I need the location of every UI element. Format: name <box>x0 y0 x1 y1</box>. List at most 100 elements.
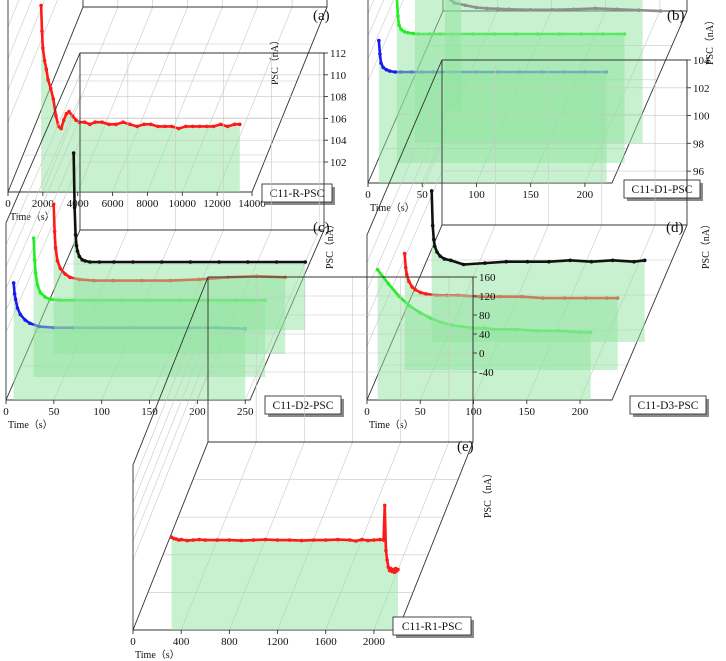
panel-label: (c) <box>313 220 330 236</box>
y-tick-label: 102 <box>693 83 710 95</box>
x-tick-labels: 0 50 100 150 200 250 <box>3 400 254 418</box>
data-point <box>63 272 67 276</box>
x-tick-label: 2000 <box>32 198 55 210</box>
y-tick-label: 100 <box>693 111 710 123</box>
data-point <box>483 261 487 265</box>
series-name-box: C11-R-PSC <box>261 183 335 205</box>
x-tick-label: 8000 <box>136 198 159 210</box>
data-point <box>463 3 468 8</box>
panel-d: 0 50 100 150 200 96 98 100 102 104 Time（s） PSC（nA） (… <box>364 55 712 431</box>
x-tick-label: 50 <box>417 189 429 201</box>
x-tick-labels: 0 2000 4000 6000 8000 10000 12000 14000 <box>5 192 266 210</box>
data-point <box>399 27 403 32</box>
x-tick-label: 0 <box>3 406 9 418</box>
y-tick-label: 0 <box>479 348 485 360</box>
data-point <box>637 8 641 12</box>
data-point <box>615 7 619 12</box>
data-point <box>382 503 387 508</box>
data-point <box>42 58 47 63</box>
data-point <box>100 120 104 124</box>
data-point <box>429 189 434 193</box>
data-point <box>299 538 304 543</box>
data-point <box>88 260 92 264</box>
data-point <box>72 205 77 210</box>
series-name-box: C11-R1-PSC <box>392 616 474 638</box>
data-point <box>77 254 82 259</box>
data-point <box>163 124 167 129</box>
side-grid-line <box>7 0 20 27</box>
data-point <box>506 7 511 12</box>
data-point <box>197 537 202 542</box>
panel-c: 0 50 100 150 200 250 102 104 106 108 110 112 Time（s）… <box>3 48 347 431</box>
data-point <box>23 318 27 322</box>
data-point <box>18 312 23 317</box>
data-point <box>593 6 598 11</box>
x-tick-label: 2000 <box>363 636 386 648</box>
data-point <box>378 537 382 542</box>
data-point <box>53 246 58 250</box>
y-tick-label: 102 <box>330 157 347 169</box>
panel-b: 05010015020080859095100Time（s）PSC（nA）(b)… <box>365 0 716 214</box>
data-point <box>348 538 352 542</box>
x-tick-label: 0 <box>364 406 370 418</box>
data-point <box>404 272 409 277</box>
data-point <box>403 265 408 270</box>
name-box <box>264 395 342 415</box>
data-point <box>121 120 125 124</box>
x-tick-label: 400 <box>173 636 190 648</box>
y-tick-label: 112 <box>330 48 346 60</box>
data-point <box>411 31 415 36</box>
y-tick-label: 40 <box>479 329 491 341</box>
y-tick-label: 108 <box>330 92 347 104</box>
data-point <box>156 124 160 129</box>
data-point <box>397 23 401 27</box>
side-grid-line <box>7 0 58 123</box>
data-point <box>41 46 45 50</box>
data-point <box>74 243 79 248</box>
panel-e: 0 400 800 1200 1600 2000-4004080120160Time（s）… <box>130 272 496 661</box>
data-point <box>97 260 102 264</box>
panel-label: (a) <box>313 8 330 24</box>
panel-label: (b) <box>667 8 685 24</box>
data-point <box>528 7 533 12</box>
series-name-label: C11-D3-PSC <box>638 400 699 412</box>
x-tick-label: 150 <box>522 189 539 201</box>
data-point <box>114 122 118 127</box>
series-line <box>39 5 240 130</box>
y-tick-label: 80 <box>479 310 491 322</box>
x-tick-label: 150 <box>141 406 158 418</box>
x-axis-label: Time（s） <box>369 419 414 431</box>
data-point <box>179 537 183 542</box>
panel-a: 0200040006000800010000120001400075901051… <box>5 0 335 223</box>
data-point <box>48 297 52 301</box>
data-point <box>572 7 576 12</box>
side-grid-line <box>132 371 209 561</box>
series-gray <box>448 0 663 13</box>
data-point <box>190 124 195 129</box>
side-grid-line <box>132 333 209 523</box>
data-point <box>405 30 410 35</box>
x-axis-label: Time（s） <box>135 649 180 661</box>
panel-label: (d) <box>666 220 684 236</box>
data-point <box>203 538 208 542</box>
data-point <box>185 538 190 543</box>
x-tick-label: 14000 <box>238 198 266 210</box>
data-point <box>485 6 489 11</box>
data-point <box>396 567 400 572</box>
data-point <box>393 70 397 74</box>
data-point <box>107 122 111 127</box>
x-tick-label: 200 <box>189 406 206 418</box>
data-point <box>71 151 76 155</box>
fill-area <box>41 5 240 192</box>
data-point <box>215 538 220 542</box>
data-point <box>225 124 230 129</box>
data-point <box>381 65 385 70</box>
data-point <box>197 124 202 129</box>
x-tick-label: 200 <box>572 406 589 418</box>
data-point <box>28 321 32 326</box>
fill-area <box>171 505 398 630</box>
data-point <box>632 259 636 264</box>
x-tick-label: 0 <box>5 198 11 210</box>
y-tick-label: 106 <box>330 113 347 125</box>
